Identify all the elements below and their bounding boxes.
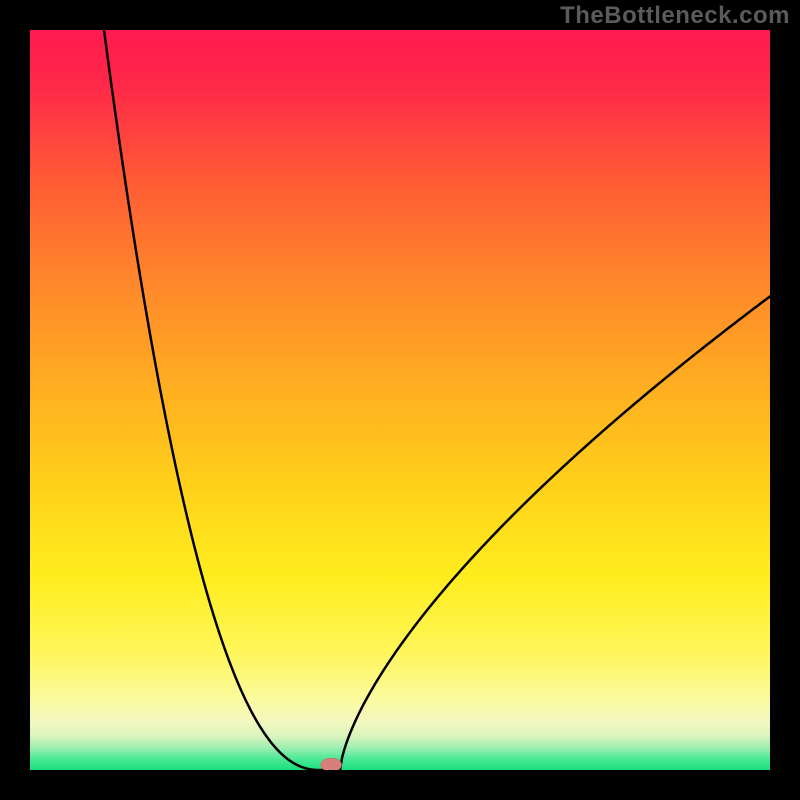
- chart-frame: TheBottleneck.com: [0, 0, 800, 800]
- watermark-text: TheBottleneck.com: [560, 2, 790, 30]
- plot-background: [30, 30, 770, 770]
- bottleneck-chart: [30, 30, 770, 770]
- minimum-marker: [321, 758, 342, 770]
